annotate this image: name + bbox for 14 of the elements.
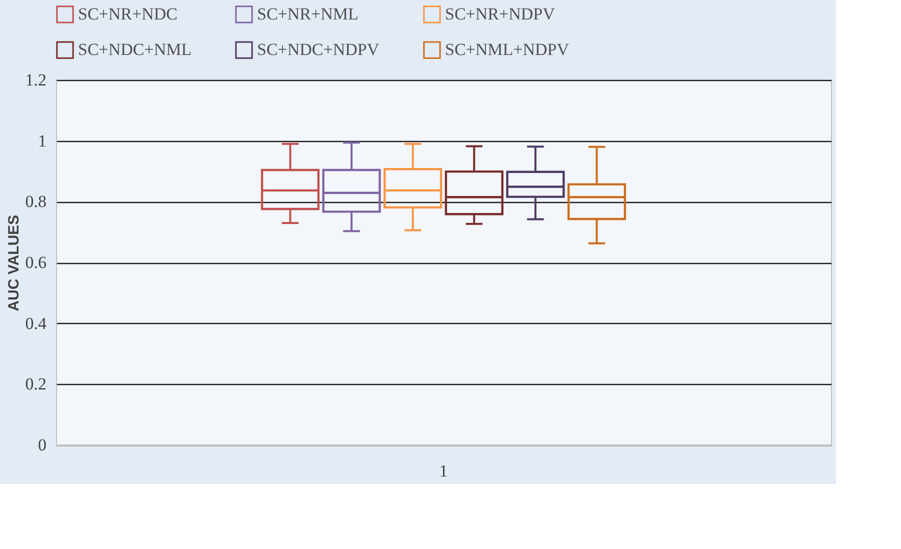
legend-label: SC+NDC+NML: [78, 40, 192, 59]
y-tick-label: 1.2: [25, 70, 46, 90]
y-tick-label: 0.8: [25, 192, 46, 212]
legend-label: SC+NDC+NDPV: [257, 40, 380, 59]
y-tick-label: 0.4: [25, 314, 47, 333]
legend-label: SC+NR+NML: [257, 4, 358, 24]
y-axis-title: AUC VALUES: [5, 214, 22, 312]
legend-label: SC+NML+NDPV: [445, 40, 570, 59]
y-tick-label: 0: [38, 436, 46, 454]
y-tick-label: 0.6: [25, 253, 46, 272]
y-tick-label: 0.2: [25, 374, 46, 394]
legend-label: SC+NR+NDC: [78, 4, 178, 24]
y-tick-label: 1: [38, 131, 46, 150]
legend-label: SC+NR+NDPV: [445, 4, 556, 24]
